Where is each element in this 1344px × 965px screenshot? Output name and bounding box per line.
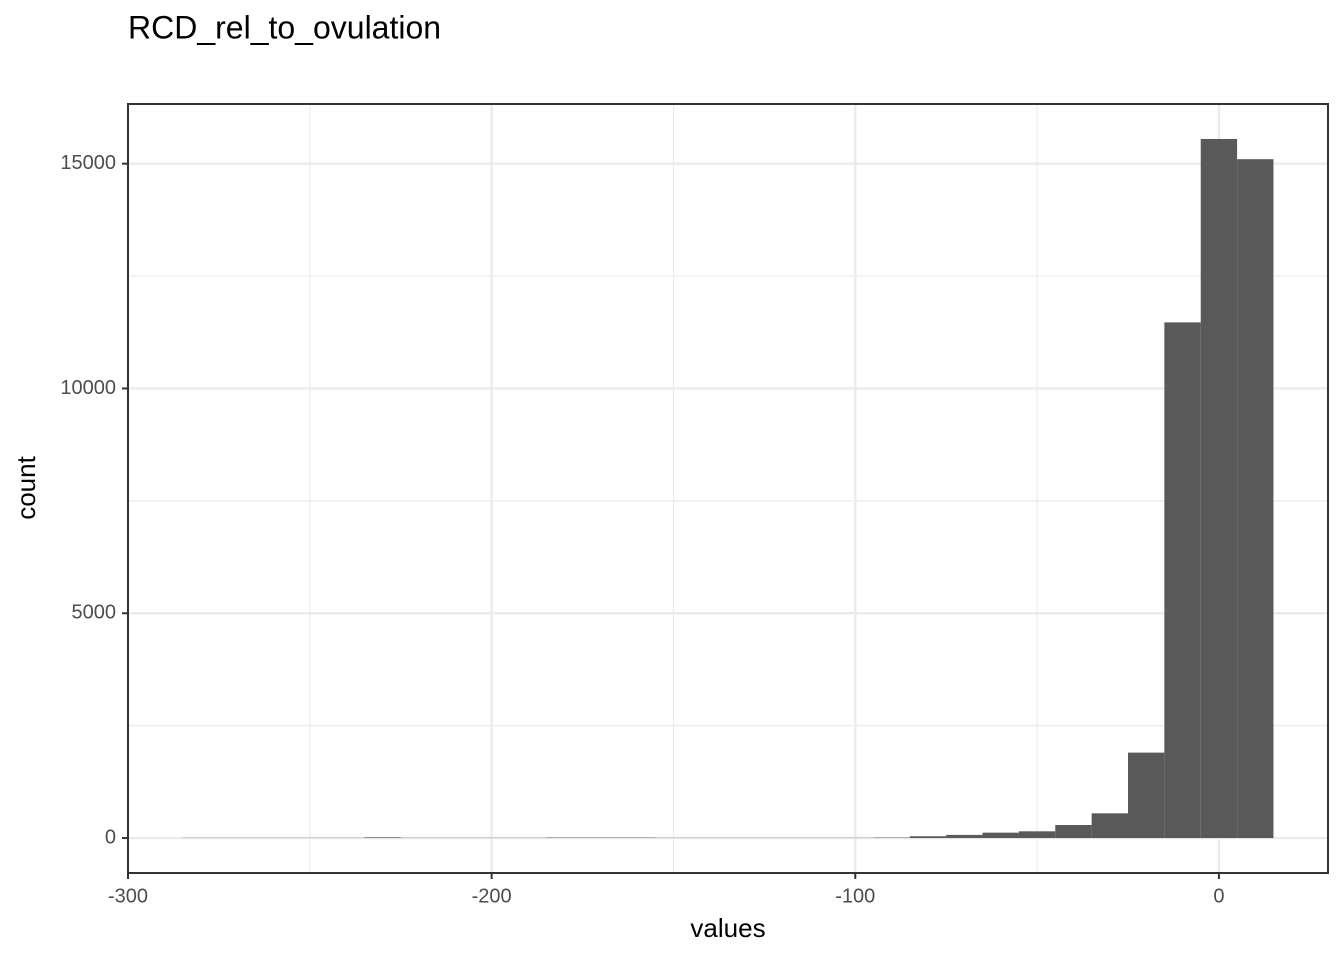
bar: [1092, 813, 1128, 838]
y-axis-label: count: [11, 455, 41, 519]
bar: [364, 837, 400, 838]
bar: [1237, 159, 1273, 838]
bar: [1019, 831, 1055, 838]
bar: [946, 835, 982, 838]
y-tick-label: 10000: [60, 377, 116, 399]
bar: [910, 836, 946, 838]
bar: [1055, 825, 1091, 838]
chart-title: RCD_rel_to_ovulation: [128, 9, 441, 45]
x-tick-label: -100: [835, 885, 875, 907]
bar: [983, 833, 1019, 838]
bar: [1201, 139, 1237, 838]
x-axis-label: values: [690, 913, 765, 943]
x-tick-label: 0: [1213, 885, 1224, 907]
bar: [1164, 322, 1200, 838]
bar: [1128, 753, 1164, 838]
y-tick-label: 5000: [72, 602, 117, 624]
x-tick-label: -200: [472, 885, 512, 907]
y-tick-label: 15000: [60, 152, 116, 174]
y-tick-label: 0: [105, 826, 116, 848]
x-tick-label: -300: [108, 885, 148, 907]
